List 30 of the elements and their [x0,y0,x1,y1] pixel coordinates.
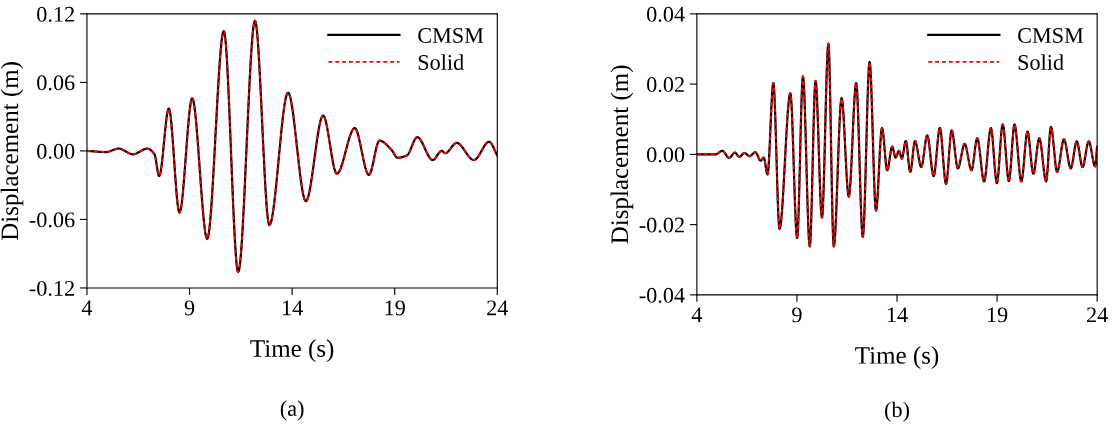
y-axis-title: Displacement (m) [610,65,634,244]
y-tick-label: 0.02 [647,77,684,93]
y-tick-label: -0.02 [639,217,684,233]
y-axis-title: Displacement (m) [0,62,24,241]
y-tick-label: -0.04 [639,287,685,303]
y-tick-label: 0.06 [37,75,75,91]
x-tick-label: 9 [792,307,802,323]
y-tick-label: 0.00 [37,143,75,159]
y-tick-label: 0.04 [647,6,685,22]
x-tick-label: 9 [184,300,195,316]
x-axis-title: Time (s) [250,339,334,363]
x-tick-label: 24 [1087,307,1108,323]
x-tick-label: 19 [987,307,1008,323]
legend-label: Solid [418,54,464,70]
x-tick-label: 24 [487,300,509,316]
legend-label: CMSM [1018,28,1084,43]
y-tick-label: -0.12 [29,280,74,296]
x-tick-label: 14 [887,307,908,323]
text: (a) [280,400,304,421]
x-tick-label: 14 [282,300,303,316]
legend-label: CMSM [418,28,484,43]
x-tick-label: 19 [385,300,405,316]
text: (b) [885,401,909,422]
legend-label: Solid [1018,54,1064,70]
x-tick-label: 4 [81,300,93,316]
y-tick-label: -0.06 [29,212,75,228]
y-tick-label: 0.00 [647,147,685,163]
x-tick-label: 4 [691,307,703,323]
y-tick-label: 0.12 [37,6,74,22]
x-axis-title: Time (s) [855,346,939,369]
